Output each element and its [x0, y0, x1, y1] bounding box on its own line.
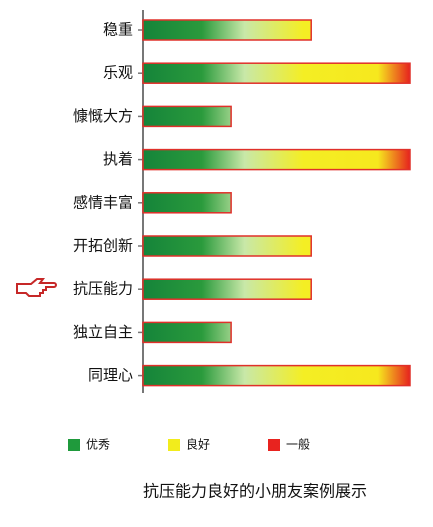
y-tick-label: 执着 — [103, 150, 133, 168]
y-tick-label: 抗压能力 — [73, 280, 133, 298]
y-tick-label: 乐观 — [103, 64, 133, 82]
bar — [142, 278, 312, 300]
bar — [142, 105, 232, 128]
caption: 抗压能力良好的小朋友案例展示 — [143, 482, 367, 501]
bar — [142, 235, 312, 257]
bar — [142, 148, 411, 171]
legend-label: 良好 — [186, 437, 210, 452]
legend-swatch — [68, 439, 80, 451]
y-tick-label: 开拓创新 — [73, 237, 133, 255]
y-tick-label: 感情丰富 — [73, 193, 133, 211]
bar — [142, 19, 312, 41]
bar — [142, 321, 232, 344]
legend-label: 一般 — [286, 437, 310, 452]
bar — [142, 62, 411, 84]
y-tick-label: 独立自主 — [73, 323, 133, 341]
legend-swatch — [168, 439, 180, 451]
bar — [142, 192, 232, 214]
legend-swatch — [268, 439, 280, 451]
legend-label: 优秀 — [86, 438, 110, 452]
bar — [142, 364, 411, 387]
y-tick-label: 同理心 — [88, 366, 133, 384]
y-tick-label: 稳重 — [103, 21, 133, 39]
y-tick-label: 慷慨大方 — [73, 107, 133, 125]
pointer-icon — [16, 278, 57, 297]
